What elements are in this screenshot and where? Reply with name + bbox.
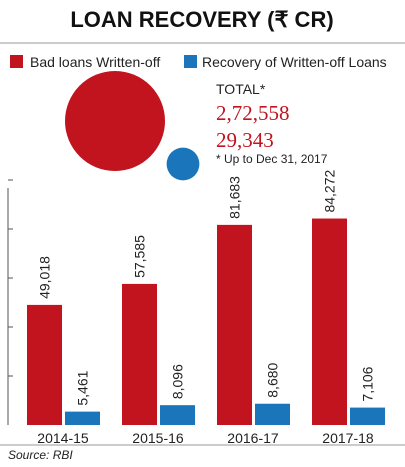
- bar-bad-loans-2017-18: [312, 218, 347, 425]
- bar-recovery-2016-17: [255, 403, 290, 425]
- total-bad-loans-value: 2,72,558: [216, 101, 290, 125]
- category-label-2017-18: 2017-18: [322, 430, 374, 446]
- value-label-bad-loans-2015-16: 57,585: [132, 235, 148, 278]
- legend-label-bad-loans: Bad loans Written-off: [30, 54, 160, 70]
- chart-title: LOAN RECOVERY (₹ CR): [70, 7, 333, 32]
- legend-label-recovery: Recovery of Written-off Loans: [202, 54, 387, 70]
- bars: [27, 218, 385, 425]
- legend: Bad loans Written-off Recovery of Writte…: [10, 54, 387, 70]
- total-recovery-value: 29,343: [216, 128, 274, 152]
- value-label-recovery-2015-16: 8,096: [170, 364, 186, 399]
- category-label-2014-15: 2014-15: [37, 430, 89, 446]
- category-labels: 2014-15 2015-16 2016-17 2017-18: [37, 430, 374, 446]
- value-labels: 49,018 5,461 57,585 8,096 81,683 8,680 84,272 7…: [37, 169, 376, 405]
- value-label-recovery-2016-17: 8,680: [265, 362, 281, 397]
- source-note: Source: RBI: [8, 448, 73, 462]
- y-axis-ticks: [8, 179, 13, 377]
- value-label-recovery-2014-15: 5,461: [75, 370, 91, 405]
- value-label-bad-loans-2016-17: 81,683: [227, 176, 243, 219]
- total-bad-loans-bubble: [65, 71, 165, 171]
- value-label-bad-loans-2017-18: 84,272: [322, 169, 338, 212]
- total-recovery-bubble: [166, 147, 200, 181]
- category-label-2015-16: 2015-16: [132, 430, 184, 446]
- category-label-2016-17: 2016-17: [227, 430, 279, 446]
- value-label-recovery-2017-18: 7,106: [360, 366, 376, 401]
- legend-swatch-bad-loans: [10, 55, 23, 68]
- bar-recovery-2017-18: [350, 407, 385, 425]
- value-label-bad-loans-2014-15: 49,018: [37, 256, 53, 299]
- bar-recovery-2014-15: [65, 411, 100, 425]
- bar-bad-loans-2014-15: [27, 304, 62, 425]
- total-label: TOTAL*: [216, 81, 266, 97]
- total-footnote: * Up to Dec 31, 2017: [216, 152, 328, 166]
- totals-bubbles: TOTAL* 2,72,558 29,343 * Up to Dec 31, 2…: [65, 71, 328, 181]
- bar-recovery-2015-16: [160, 405, 195, 425]
- bar-bad-loans-2015-16: [122, 283, 157, 425]
- bar-bad-loans-2016-17: [217, 224, 252, 425]
- legend-swatch-recovery: [184, 55, 197, 68]
